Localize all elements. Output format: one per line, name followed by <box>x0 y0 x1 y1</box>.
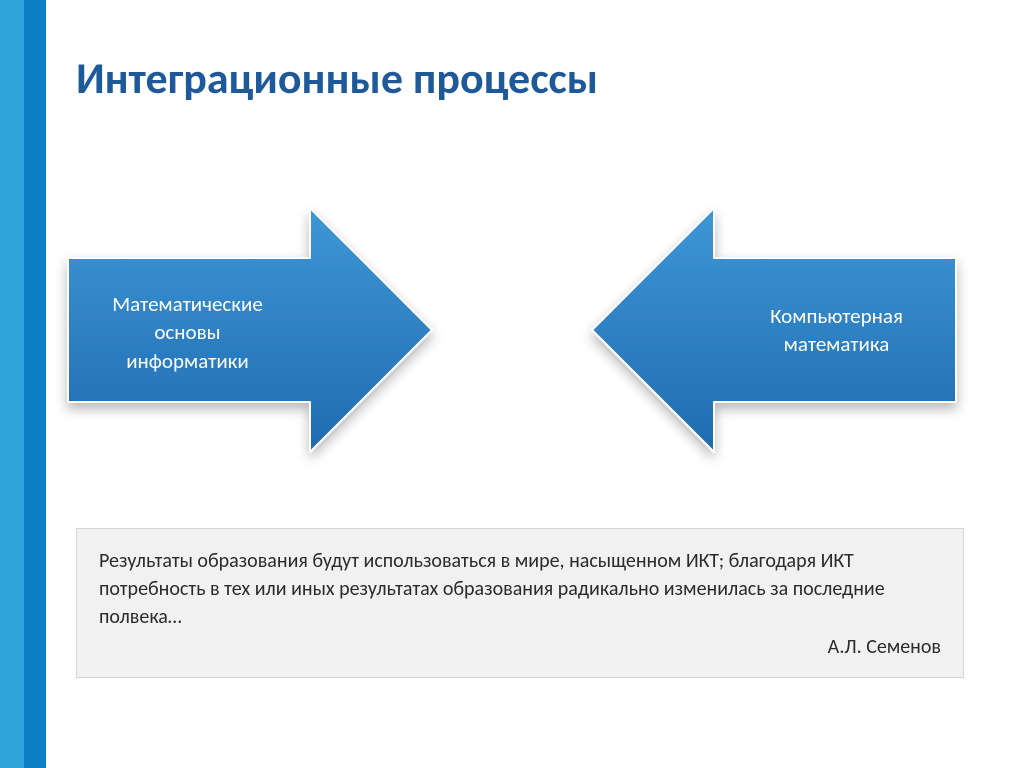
quote-attribution: А.Л. Семенов <box>99 633 941 661</box>
quote-box: Результаты образования будут использоват… <box>76 528 964 678</box>
arrow-right-line2: основы <box>154 319 220 345</box>
arrow-left-line2: математика <box>784 331 890 357</box>
slide-title: Интеграционные процессы <box>76 54 598 102</box>
arrow-right-line1: Математические <box>112 291 263 317</box>
arrow-left-line1: Компьютерная <box>770 303 903 329</box>
arrow-right-line3: информатики <box>126 348 249 374</box>
left-accent-bar-dark <box>24 0 46 768</box>
arrows-diagram: Математические основы информатики Компью… <box>60 200 964 480</box>
quote-body: Результаты образования будут использоват… <box>99 547 941 631</box>
slide: Интеграционные процессы Математические о… <box>0 0 1024 768</box>
arrow-right-label: Математические основы информатики <box>70 290 305 375</box>
arrow-left-label: Компьютерная математика <box>719 302 954 359</box>
